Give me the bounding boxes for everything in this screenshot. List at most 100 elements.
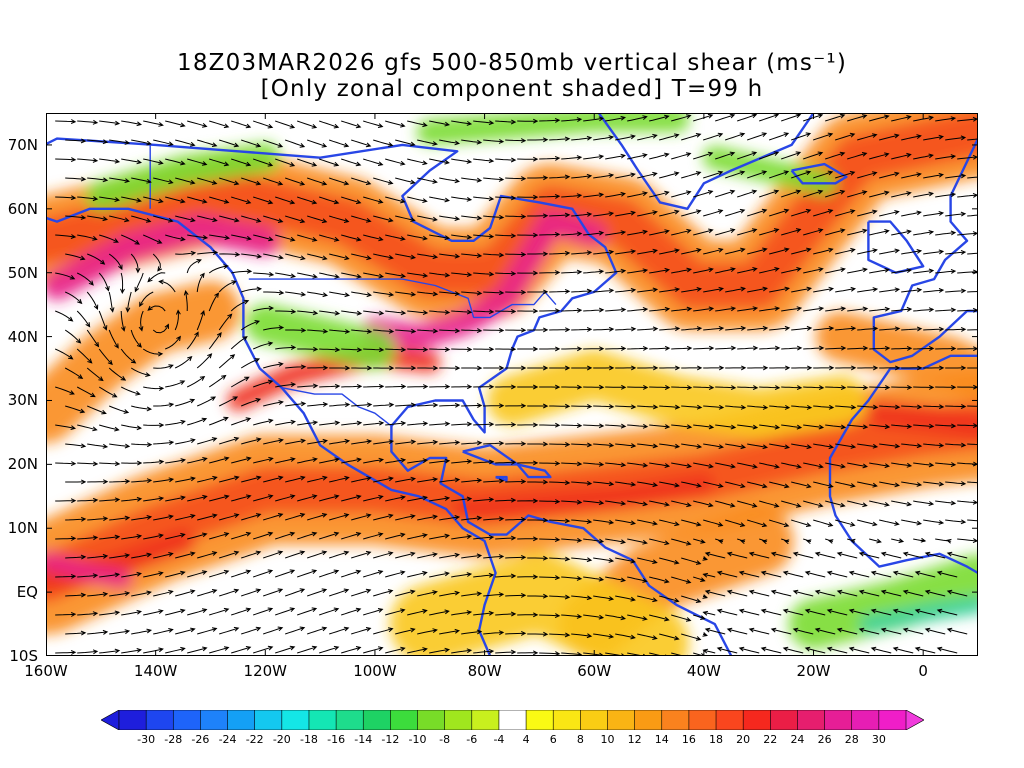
colorbar-swatch xyxy=(362,709,391,731)
colorbar-label: -24 xyxy=(218,733,237,746)
shear-band xyxy=(46,213,281,301)
lat-label: 30N xyxy=(7,391,38,410)
shear-band xyxy=(46,281,241,444)
shear-shading-layer xyxy=(46,113,978,656)
lat-label: 40N xyxy=(7,327,38,346)
colorbar-label: -14 xyxy=(354,733,373,746)
colorbar-label: -28 xyxy=(164,733,183,746)
colorbar-swatch xyxy=(770,709,799,731)
colorbar-swatch xyxy=(172,709,202,731)
shear-band xyxy=(245,303,395,370)
colorbar-label: -22 xyxy=(245,733,264,746)
colorbar-swatch xyxy=(118,709,147,731)
lat-label: 10S xyxy=(9,647,38,665)
coastline xyxy=(390,426,733,656)
shear-band xyxy=(416,113,690,146)
colorbar-swatch xyxy=(552,709,581,731)
lon-label: 80W xyxy=(467,662,502,680)
colorbar-swatch xyxy=(390,709,419,731)
colorbar-swatch xyxy=(525,709,554,731)
shear-band xyxy=(788,554,978,650)
colorbar-label: 6 xyxy=(549,733,557,746)
colorbar-swatch xyxy=(227,709,256,731)
colorbar-swatch xyxy=(281,709,310,731)
colorbar-label: -10 xyxy=(408,733,427,746)
colorbar-label: -6 xyxy=(466,733,478,746)
political-border xyxy=(248,278,557,319)
colorbar-swatch xyxy=(878,709,907,731)
lon-label: 60W xyxy=(577,662,612,680)
map-panel xyxy=(46,113,978,656)
coastline xyxy=(516,463,552,479)
lat-label: 70N xyxy=(7,135,38,154)
lat-label: 50N xyxy=(7,263,38,282)
lon-label: 0 xyxy=(918,662,928,680)
streamline-layer xyxy=(54,113,978,656)
shear-band xyxy=(389,552,690,656)
shear-band xyxy=(226,344,441,412)
lon-label: 120W xyxy=(243,662,288,680)
chart-title-line-2: [Only zonal component shaded] T=99 h xyxy=(260,76,764,102)
streamline-arrows xyxy=(54,113,978,656)
colorbar-label: -12 xyxy=(381,733,400,746)
coastline xyxy=(495,475,508,482)
colorbar-swatch xyxy=(335,709,364,731)
colorbar-swatch xyxy=(498,709,527,731)
colorbar-swatch xyxy=(308,709,337,731)
axis-ticks xyxy=(46,113,978,656)
coastline xyxy=(867,220,925,274)
colorbar-label: 18 xyxy=(709,733,724,746)
lon-label: 20W xyxy=(796,662,831,680)
shear-band xyxy=(46,551,132,589)
colorbar-swatch xyxy=(580,709,609,731)
colorbar-swatch xyxy=(661,709,690,731)
shear-band xyxy=(866,400,978,439)
colorbar-swatch xyxy=(688,709,717,731)
shear-band xyxy=(859,595,978,634)
colorbar-swatch xyxy=(824,709,853,731)
colorbar-label: 28 xyxy=(844,733,859,746)
coastline-layer xyxy=(46,113,978,656)
colorbar-label: -4 xyxy=(493,733,505,746)
lat-label: 60N xyxy=(7,199,38,218)
colorbar-swatch xyxy=(145,709,174,731)
colorbar-swatch xyxy=(742,709,771,731)
colorbar-swatch xyxy=(444,709,473,731)
coastline xyxy=(872,138,978,364)
shear-band xyxy=(452,473,714,520)
colorbar-label: 22 xyxy=(763,733,778,746)
shear-band xyxy=(361,208,608,350)
shear-band xyxy=(702,145,837,196)
colorbar-label: -26 xyxy=(191,733,210,746)
colorbar-swatch xyxy=(607,709,636,731)
colorbar-label: 14 xyxy=(654,733,669,746)
coastline xyxy=(790,162,848,185)
colorbar-label: -18 xyxy=(299,733,318,746)
colorbar-label: -8 xyxy=(439,733,451,746)
lon-label: 40W xyxy=(686,662,721,680)
lon-label: 140W xyxy=(133,662,178,680)
colorbar-label: 20 xyxy=(736,733,751,746)
lon-label: 160W xyxy=(24,662,68,680)
shear-band xyxy=(85,142,281,211)
colorbar-label: 30 xyxy=(871,733,886,746)
colorbar-swatch xyxy=(634,709,663,731)
colorbar-label: 26 xyxy=(817,733,832,746)
colorbar-swatch xyxy=(417,709,446,731)
colorbar-label: -16 xyxy=(327,733,346,746)
colorbar-swatch xyxy=(851,709,880,731)
chart-title-line-1: 18Z03MAR2026 gfs 500-850mb vertical shea… xyxy=(176,50,848,76)
colorbar-label: 4 xyxy=(522,733,530,746)
colorbar-swatch xyxy=(797,709,826,731)
colorbar-swatch xyxy=(200,709,229,731)
colorbar-label: 24 xyxy=(790,733,805,746)
colorbar-max-arrow xyxy=(905,709,925,731)
coastline xyxy=(46,137,618,434)
political-border xyxy=(281,387,392,427)
coastline xyxy=(597,113,815,210)
lat-label: EQ xyxy=(16,583,38,602)
colorbar-swatch xyxy=(254,709,283,731)
colorbar-label: 16 xyxy=(681,733,696,746)
lat-label: 20N xyxy=(7,455,38,474)
colorbar-label: -20 xyxy=(272,733,291,746)
